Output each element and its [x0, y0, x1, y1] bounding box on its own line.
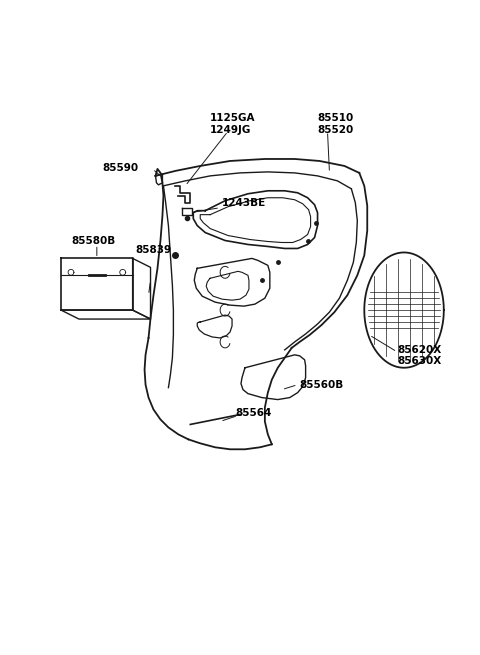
Text: 85560B: 85560B — [300, 380, 344, 390]
Text: 85580B: 85580B — [71, 236, 115, 246]
Text: 85839: 85839 — [136, 246, 172, 255]
Text: 1125GA
1249JG: 1125GA 1249JG — [210, 113, 256, 135]
Text: 1243BE: 1243BE — [222, 198, 266, 208]
Text: 85590: 85590 — [103, 163, 139, 173]
Text: 85510
85520: 85510 85520 — [318, 113, 354, 135]
Text: 85620X
85630X: 85620X 85630X — [397, 345, 441, 367]
Text: 85564: 85564 — [235, 407, 271, 417]
